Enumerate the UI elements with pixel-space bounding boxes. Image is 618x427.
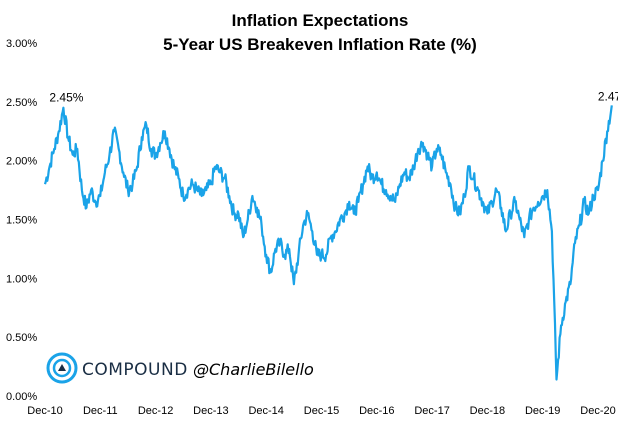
compound-logo-ring-inner	[52, 358, 72, 378]
x-tick-label: Dec-14	[248, 405, 283, 417]
y-tick-label: 0.00%	[6, 391, 37, 403]
x-tick-label: Dec-19	[525, 405, 560, 417]
x-tick-label: Dec-15	[304, 405, 339, 417]
compound-logo	[46, 352, 78, 384]
author-handle: @CharlieBilello	[193, 360, 314, 379]
x-tick-label: Dec-12	[138, 405, 173, 417]
x-tick-label: Dec-10	[27, 405, 62, 417]
y-tick-label: 2.50%	[6, 97, 37, 109]
x-tick-label: Dec-18	[470, 405, 505, 417]
y-tick-label: 0.50%	[6, 332, 37, 344]
x-tick-label: Dec-17	[414, 405, 449, 417]
series-line-breakeven	[43, 105, 613, 381]
y-tick-label: 3.00%	[6, 38, 37, 50]
annotation-peak-2011: 2.45%	[49, 91, 83, 105]
x-tick-label: Dec-20	[580, 405, 615, 417]
x-tick-label: Dec-11	[83, 405, 118, 417]
y-tick-label: 1.00%	[6, 273, 37, 285]
y-axis: 0.00% 0.50% 1.00% 1.50% 2.00% 2.50% 3.00%	[6, 38, 37, 403]
x-tick-label: Dec-16	[359, 405, 394, 417]
annotation-latest-2021: 2.47%	[598, 89, 618, 103]
brand-name: COMPOUND	[82, 360, 188, 380]
chart-title: Inflation Expectations	[232, 11, 409, 30]
compound-logo-ring-outer	[46, 352, 78, 384]
y-tick-label: 2.00%	[6, 156, 37, 168]
x-tick-label: Dec-13	[193, 405, 228, 417]
compound-logo-triangle-icon	[58, 364, 66, 371]
y-tick-label: 1.50%	[6, 215, 37, 227]
x-axis: Dec-10 Dec-11 Dec-12 Dec-13 Dec-14 Dec-15 Dec-…	[27, 405, 615, 417]
chart-subtitle: 5-Year US Breakeven Inflation Rate (%)	[163, 35, 477, 54]
